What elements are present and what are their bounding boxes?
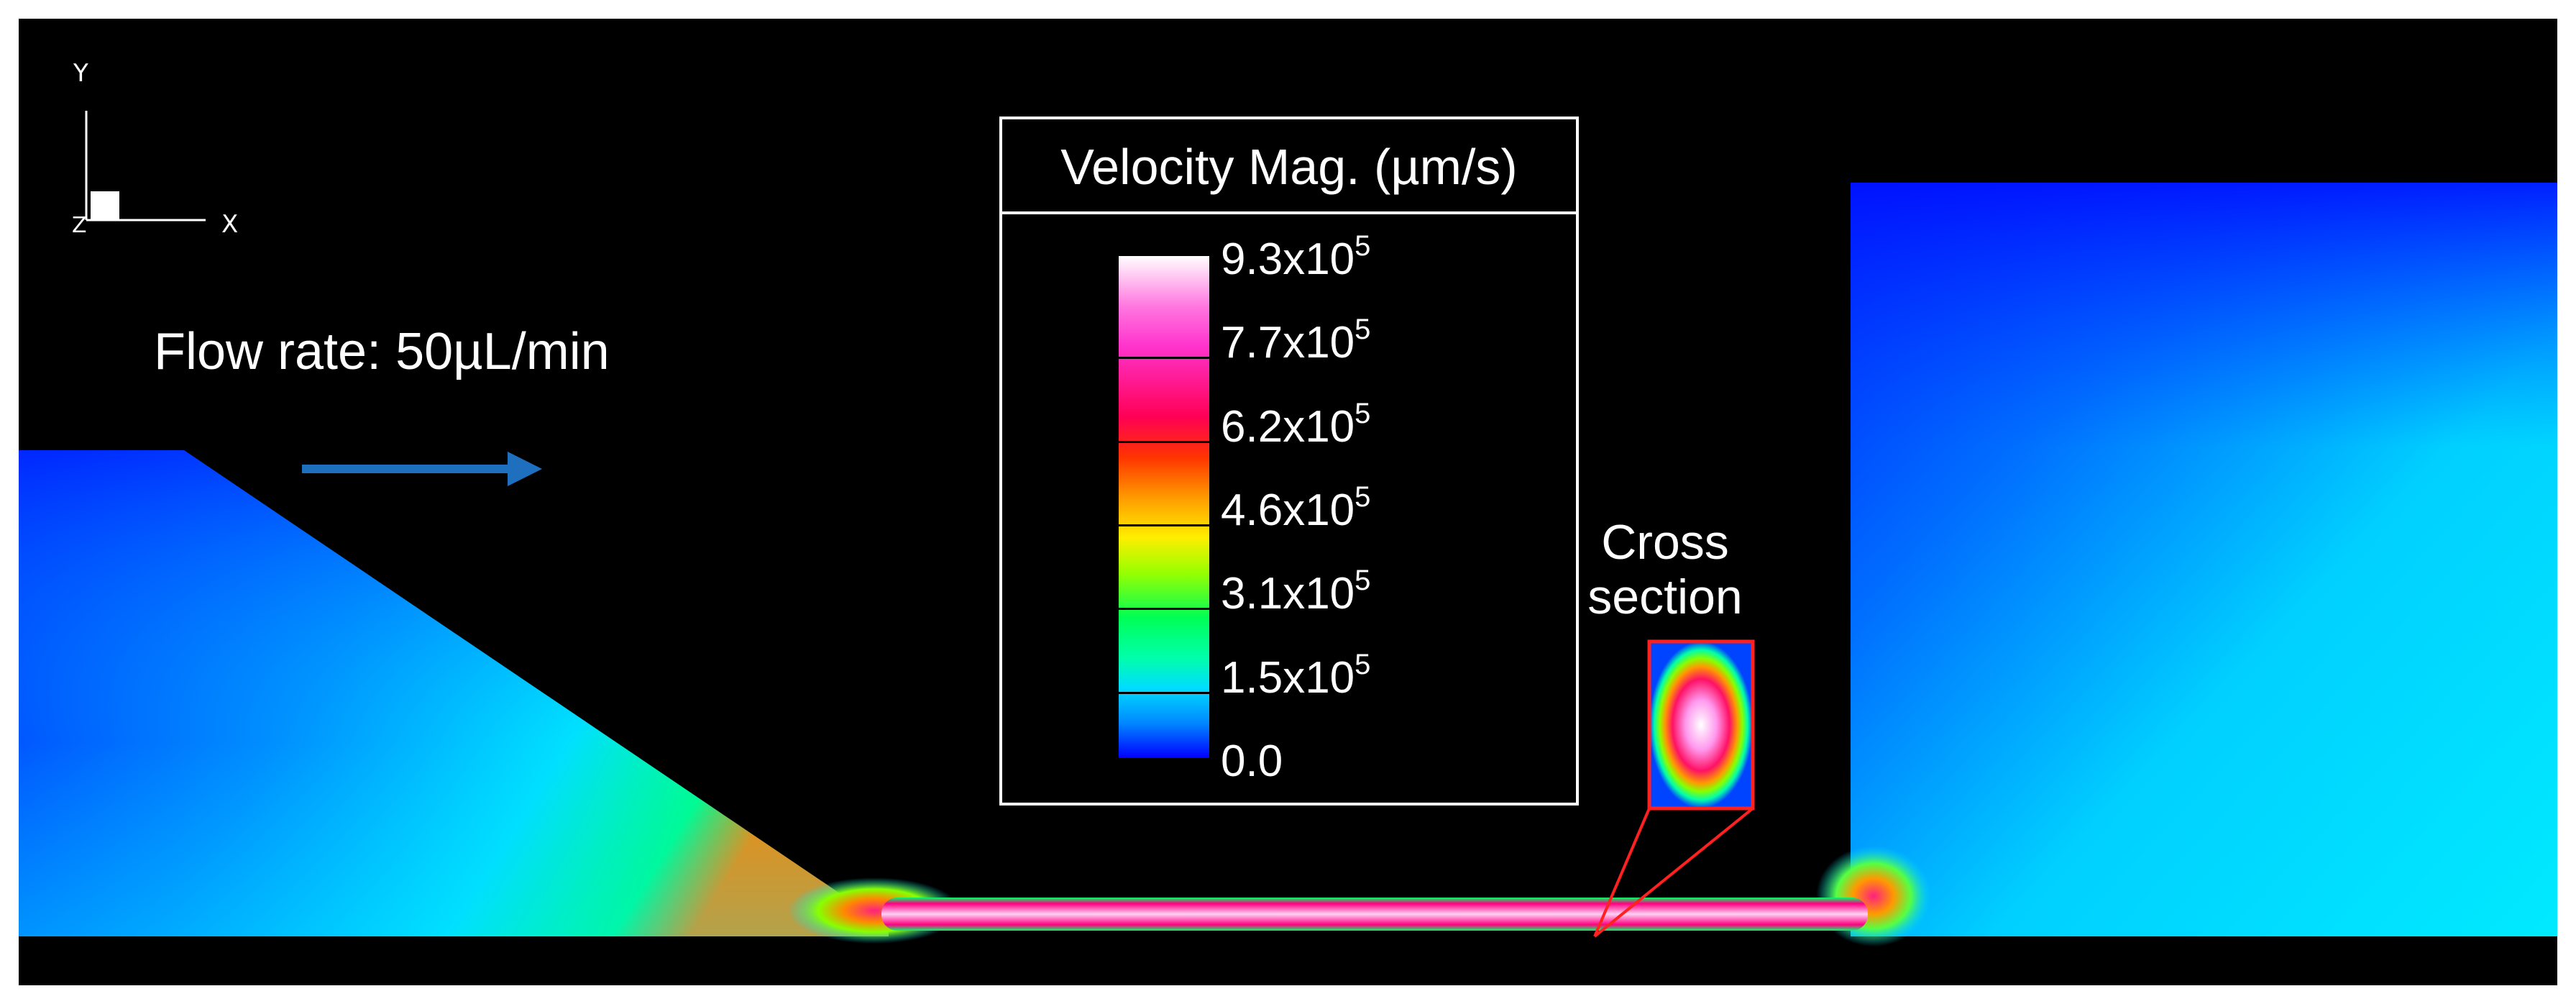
legend-tick-mantissa: 9.3x10 — [1221, 234, 1355, 284]
legend-tick-exponent: 5 — [1355, 230, 1371, 262]
legend-tick-mantissa: 7.7x10 — [1221, 318, 1355, 368]
legend-tick-line — [1119, 357, 1209, 360]
legend-tick-exponent: 5 — [1355, 565, 1371, 597]
legend-tick-exponent: 5 — [1355, 397, 1371, 429]
cross-section-inset — [1647, 639, 1755, 811]
legend-tick-mantissa: 3.1x10 — [1221, 569, 1355, 619]
legend-tick-mantissa: 4.6x10 — [1221, 485, 1355, 535]
legend-tick-mantissa: 1.5x10 — [1221, 652, 1355, 703]
outlet-high-velocity-zone — [1816, 846, 1931, 946]
axis-y-label: Y — [73, 59, 88, 88]
simulation-frame: Y X Z Flow rate: 50µL/min Velocity Mag. … — [19, 19, 2557, 985]
flow-rate-label: Flow rate: 50µL/min — [154, 323, 610, 380]
cross-section-label: Cross section — [1587, 515, 1743, 624]
legend-tick-label: 9.3x105 — [1221, 232, 1370, 284]
microchannel — [881, 898, 1868, 931]
legend-tick-label: 1.5x105 — [1221, 650, 1370, 703]
channel-floor — [19, 936, 2557, 985]
legend-tick-exponent: 5 — [1355, 314, 1371, 346]
cross-section-lead-left — [1593, 808, 1651, 937]
legend-tick-line — [1119, 691, 1209, 694]
legend-title: Velocity Mag. (µm/s) — [1002, 119, 1576, 214]
legend-tick-line — [1119, 440, 1209, 443]
legend-color-bar — [1119, 256, 1209, 758]
legend-tick-label: 3.1x105 — [1221, 566, 1370, 619]
legend-tick-exponent: 5 — [1355, 648, 1371, 680]
legend-tick-exponent: 5 — [1355, 481, 1371, 513]
legend-tick-label: 7.7x105 — [1221, 315, 1370, 368]
legend-tick-mantissa: 6.2x10 — [1221, 401, 1355, 452]
cross-section-lead-right — [1593, 807, 1754, 938]
legend-tick-label: 0.0 — [1221, 739, 1283, 784]
axis-z-label: Z — [72, 213, 87, 238]
legend-tick-line — [1119, 524, 1209, 526]
velocity-legend: Velocity Mag. (µm/s) 9.3x105 7.7x105 6.2x1… — [999, 117, 1579, 806]
legend-tick-label: 6.2x105 — [1221, 399, 1370, 452]
velocity-field — [19, 111, 2557, 985]
legend-tick-label: 4.6x105 — [1221, 483, 1370, 535]
z-axis-marker — [91, 191, 119, 220]
axis-x-label: X — [221, 210, 239, 239]
legend-tick-mantissa: 0.0 — [1221, 736, 1283, 786]
legend-tick-line — [1119, 608, 1209, 611]
